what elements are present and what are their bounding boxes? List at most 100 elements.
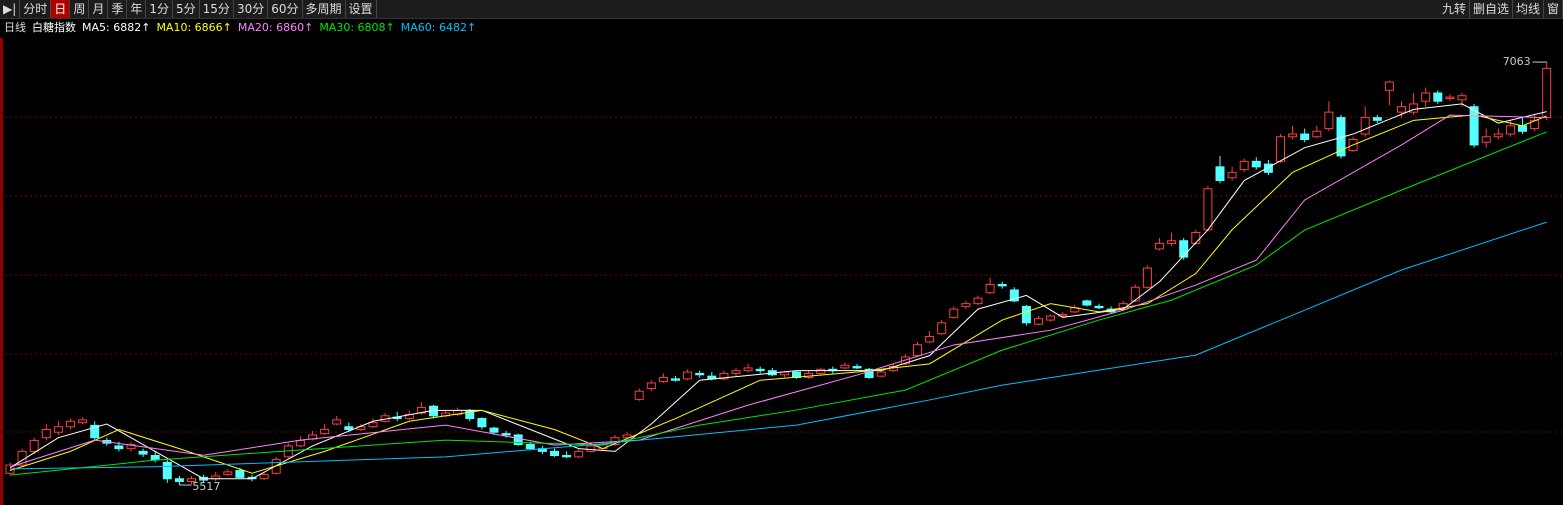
candle-body bbox=[295, 439, 305, 447]
ma-line bbox=[9, 114, 1547, 474]
candle-body bbox=[1397, 106, 1406, 113]
candle-body bbox=[513, 434, 523, 446]
candle-body bbox=[90, 424, 100, 439]
candle-body bbox=[840, 364, 850, 369]
instrument: 白糖指数 bbox=[32, 21, 76, 34]
candle-body bbox=[1227, 171, 1237, 179]
candle-body bbox=[66, 420, 75, 428]
candle-body bbox=[1457, 95, 1467, 101]
candle-body bbox=[477, 418, 487, 428]
toolbar-button[interactable]: 周 bbox=[70, 0, 90, 18]
ma-line bbox=[9, 114, 1547, 468]
candle-body bbox=[162, 461, 172, 480]
toolbar-button[interactable]: 窗 bbox=[1544, 0, 1563, 18]
toolbar-button[interactable]: 日 bbox=[51, 0, 71, 18]
candle-body bbox=[1215, 166, 1225, 182]
candle-body bbox=[1518, 125, 1527, 132]
candle-body bbox=[1530, 119, 1540, 130]
candle-body bbox=[997, 283, 1007, 287]
ma-line bbox=[9, 221, 1547, 470]
candle-body bbox=[332, 419, 342, 425]
candle-body bbox=[320, 428, 330, 435]
candle-body bbox=[344, 426, 354, 430]
candle-body bbox=[574, 450, 584, 458]
candle-body bbox=[1046, 315, 1056, 321]
candle-body bbox=[368, 422, 378, 428]
candle-body bbox=[174, 478, 184, 482]
candle-body bbox=[29, 439, 39, 452]
toolbar-button[interactable]: 九转 bbox=[1439, 0, 1470, 18]
toolbar-button[interactable]: 30分 bbox=[234, 0, 269, 18]
candle-body bbox=[937, 322, 947, 335]
candle-body bbox=[743, 367, 753, 372]
left-border bbox=[0, 38, 3, 505]
candle-body bbox=[501, 433, 511, 436]
candle-body bbox=[1142, 267, 1152, 288]
candle-body bbox=[78, 419, 88, 424]
candle-body bbox=[1203, 188, 1213, 231]
ma-legend: MA10: 6866↑ bbox=[156, 21, 232, 34]
toolbar-button[interactable]: 季 bbox=[108, 0, 128, 18]
ma-legend: MA5: 6882↑ bbox=[82, 21, 151, 34]
candle-body bbox=[1167, 240, 1177, 244]
period: 日线 bbox=[4, 21, 26, 34]
toolbar-button[interactable]: 分时 bbox=[20, 0, 52, 18]
candle-body bbox=[1372, 117, 1382, 121]
candle-body bbox=[1505, 125, 1515, 135]
toolbar-button[interactable]: 设置 bbox=[346, 0, 377, 18]
candle-body bbox=[235, 470, 245, 478]
candle-body bbox=[114, 445, 124, 450]
annotation: 7063 bbox=[1503, 55, 1531, 68]
toolbar-button[interactable]: 5分 bbox=[173, 0, 200, 18]
ma-legend: MA30: 6808↑ bbox=[319, 21, 395, 34]
toolbar-button[interactable]: 年 bbox=[127, 0, 147, 18]
toolbar-button[interactable]: 删自选 bbox=[1470, 0, 1513, 18]
ma-legend: MA20: 6860↑ bbox=[237, 21, 314, 34]
candle-body bbox=[259, 474, 269, 480]
candle-body bbox=[150, 454, 160, 461]
candle-body bbox=[1469, 106, 1479, 146]
candle-body bbox=[852, 366, 862, 369]
candle-body bbox=[1421, 92, 1431, 102]
candle-body bbox=[1384, 81, 1394, 91]
toolbar-button[interactable]: 多周期 bbox=[303, 0, 346, 18]
candle-body bbox=[223, 471, 233, 476]
candle-body bbox=[1191, 232, 1201, 244]
toolbar-button[interactable]: 均线 bbox=[1513, 0, 1544, 18]
candle-body bbox=[973, 297, 983, 305]
candle-body bbox=[138, 450, 148, 455]
candle-body bbox=[1276, 136, 1285, 162]
candle-body bbox=[41, 428, 51, 439]
candle-body bbox=[1239, 160, 1249, 171]
ma-line bbox=[9, 103, 1547, 480]
candle-body bbox=[1155, 242, 1164, 250]
toolbar-button[interactable]: 60分 bbox=[268, 0, 303, 18]
candle-body bbox=[1433, 92, 1443, 102]
annotation: 5517 bbox=[192, 480, 220, 493]
candle-body bbox=[985, 283, 995, 294]
candle-body bbox=[1034, 318, 1043, 325]
toolbar-button[interactable]: 1分 bbox=[146, 0, 174, 18]
toolbar: ▶| 分时日周月季年 1分 5分 15分 30分 60分 多周期 设置 九转 删自选 均线窗 bbox=[0, 0, 1563, 19]
candle-body bbox=[1300, 133, 1310, 140]
candle-body bbox=[731, 370, 741, 374]
icon[interactable]: ▶| bbox=[0, 0, 21, 18]
candle-body bbox=[816, 368, 826, 374]
candle-body bbox=[925, 335, 935, 343]
toolbar-button[interactable]: 15分 bbox=[200, 0, 234, 18]
candle-body bbox=[719, 372, 729, 380]
candle-body bbox=[658, 377, 668, 383]
candle-body bbox=[525, 444, 535, 450]
candle-body bbox=[1481, 136, 1491, 143]
candle-body bbox=[876, 371, 886, 377]
candle-body bbox=[1360, 117, 1370, 135]
candle-body bbox=[1288, 133, 1298, 138]
candle-body bbox=[683, 371, 693, 380]
candle-body bbox=[1409, 103, 1419, 113]
candle-body bbox=[1263, 163, 1273, 173]
ma-line bbox=[9, 131, 1547, 476]
legend: 日线 白糖指数 MA5: 6882↑ MA10: 6866↑ MA20: 6860↑… bbox=[4, 20, 476, 36]
toolbar-button[interactable]: 月 bbox=[89, 0, 109, 18]
